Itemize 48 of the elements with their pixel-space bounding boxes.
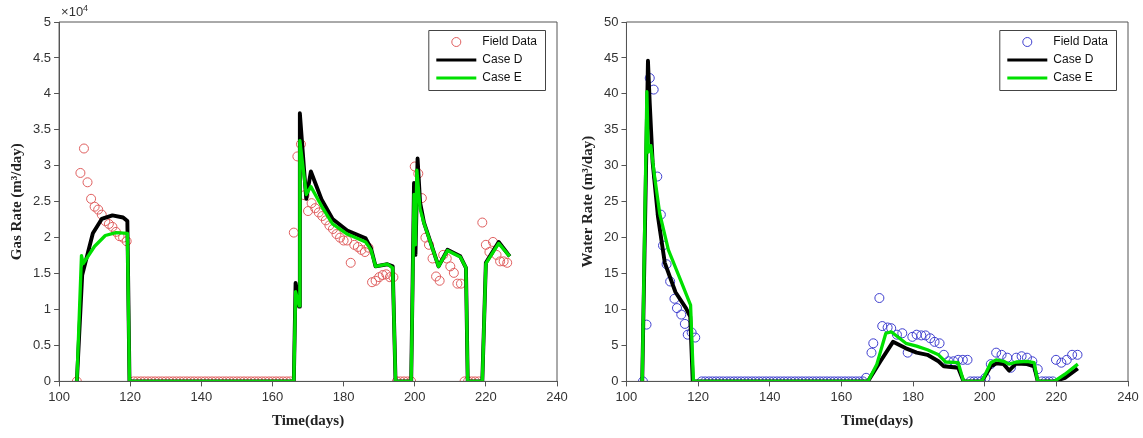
y-tick-label: 1.5 xyxy=(32,265,52,281)
y-axis-title: Water Rate (m³/day) xyxy=(578,135,596,268)
x-tick-label: 200 xyxy=(403,388,426,404)
legend-label: Field Data xyxy=(1053,34,1109,49)
y-tick-label: 15 xyxy=(603,265,619,281)
y-tick-label: 40 xyxy=(603,85,619,101)
y-tick-label: 0 xyxy=(43,372,52,388)
y-tick-label: 2 xyxy=(43,229,52,245)
y-tick-label: 30 xyxy=(603,157,619,173)
x-tick-label: 120 xyxy=(119,388,142,404)
legend-label: Case E xyxy=(482,70,522,85)
x-axis-title: Time(days) xyxy=(271,411,345,429)
x-tick-label: 220 xyxy=(475,388,497,404)
y-tick-label: 0 xyxy=(611,372,619,388)
x-tick-label: 100 xyxy=(615,388,638,404)
y-tick-label: 3 xyxy=(43,157,52,173)
x-tick-label: 240 xyxy=(1117,388,1139,404)
y-tick-label: 10 xyxy=(603,301,619,317)
y-tick-label: 50 xyxy=(603,13,619,29)
y-tick-label: 4.5 xyxy=(32,49,52,65)
y-tick-label: 25 xyxy=(603,193,619,209)
x-tick-label: 140 xyxy=(190,388,213,404)
x-tick-label: 140 xyxy=(758,388,781,404)
y-tick-label: 45 xyxy=(603,49,619,65)
x-tick-label: 240 xyxy=(546,388,568,404)
y-tick-label: 2.5 xyxy=(32,193,52,209)
y-tick-label: 5 xyxy=(43,13,52,29)
x-tick-label: 180 xyxy=(902,388,924,404)
x-tick-label: 120 xyxy=(687,388,709,404)
y-tick-label: 1 xyxy=(43,301,52,317)
y-tick-label: 20 xyxy=(603,229,619,245)
x-tick-label: 160 xyxy=(261,388,284,404)
legend-label: Field Data xyxy=(482,34,538,49)
x-tick-label: 220 xyxy=(1045,388,1068,404)
x-axis-title: Time(days) xyxy=(841,411,914,429)
y-axis-title: Gas Rate (m³/day) xyxy=(7,143,25,261)
y-tick-label: 3.5 xyxy=(32,121,52,137)
y-tick-label: 0.5 xyxy=(32,337,52,353)
x-tick-label: 180 xyxy=(332,388,355,404)
y-tick-label: 4 xyxy=(43,85,52,101)
x-tick-label: 100 xyxy=(48,388,70,404)
y-tick-label: 35 xyxy=(603,121,619,137)
legend-label: Case D xyxy=(482,52,523,67)
x-tick-label: 160 xyxy=(830,388,853,404)
legend-label: Case D xyxy=(1053,52,1094,67)
legend-label: Case E xyxy=(1053,70,1093,85)
x-tick-label: 200 xyxy=(973,388,996,404)
y-tick-label: 5 xyxy=(611,337,619,353)
